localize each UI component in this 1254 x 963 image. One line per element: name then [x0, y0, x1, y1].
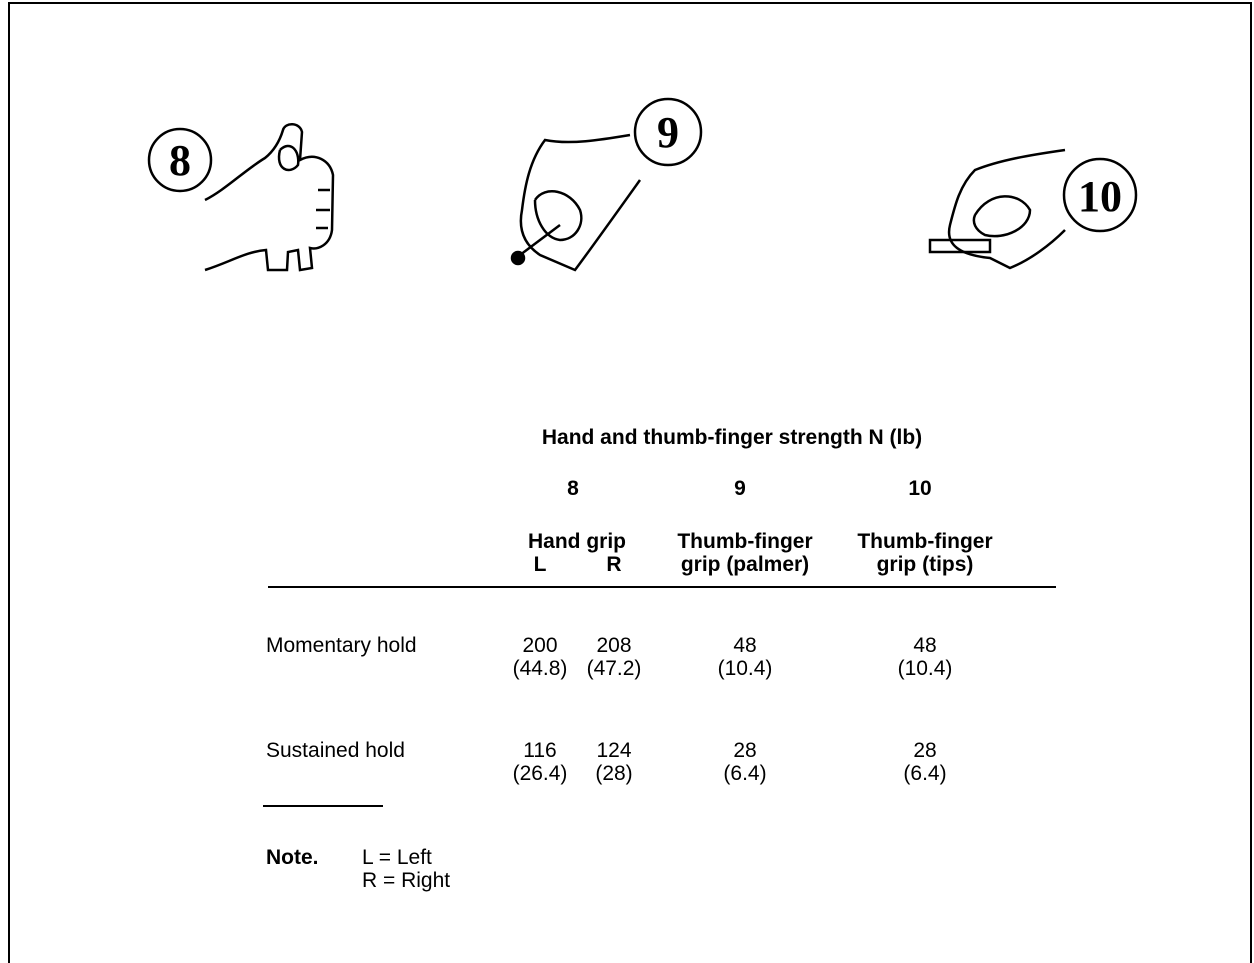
column-header: Thumb-finger: [677, 530, 813, 553]
column-header: Thumb-finger: [857, 530, 993, 553]
figure-number: 10: [1078, 172, 1122, 221]
cell-newtons: 208: [596, 634, 632, 657]
cell-pounds: (44.8): [512, 657, 568, 680]
note-label: Note.: [266, 846, 319, 869]
column-header: Hand grip: [528, 530, 626, 553]
note-line: R = Right: [362, 869, 451, 892]
cell-pounds: (6.4): [903, 762, 947, 785]
cell-pounds: (6.4): [723, 762, 767, 785]
cell-newtons: 48: [733, 634, 757, 657]
column-number: 9: [734, 477, 746, 500]
frame: [8, 2, 1252, 963]
note-line: L = Left: [362, 846, 432, 869]
figure-number: 8: [169, 136, 191, 185]
column-subheader: R: [606, 553, 622, 576]
cell-newtons: 48: [913, 634, 937, 657]
cell-newtons: 28: [733, 739, 757, 762]
cell-newtons: 28: [913, 739, 937, 762]
cell-pounds: (47.2): [586, 657, 642, 680]
cell-pounds: (26.4): [512, 762, 568, 785]
hand-8: [147, 123, 335, 272]
cell-newtons: 116: [523, 739, 557, 762]
row-label: Momentary hold: [266, 634, 417, 657]
table-title: Hand and thumb-finger strength N (lb): [541, 426, 923, 449]
cell-newtons: 124: [596, 739, 632, 762]
column-number: 10: [908, 477, 932, 500]
hand-10: [928, 148, 1138, 270]
row-label: Sustained hold: [266, 739, 405, 762]
column-subheader: L: [533, 553, 547, 576]
cell-newtons: 200: [522, 634, 558, 657]
cell-pounds: (10.4): [717, 657, 773, 680]
column-number: 8: [567, 477, 579, 500]
header-rule: [268, 586, 1056, 588]
figure-number: 9: [657, 108, 679, 157]
column-header: grip (palmer): [680, 553, 810, 576]
cell-pounds: (10.4): [897, 657, 953, 680]
cell-pounds: (28): [595, 762, 633, 785]
column-header: grip (tips): [876, 553, 974, 576]
footnote-rule: [263, 805, 383, 807]
hand-9: [510, 97, 703, 272]
